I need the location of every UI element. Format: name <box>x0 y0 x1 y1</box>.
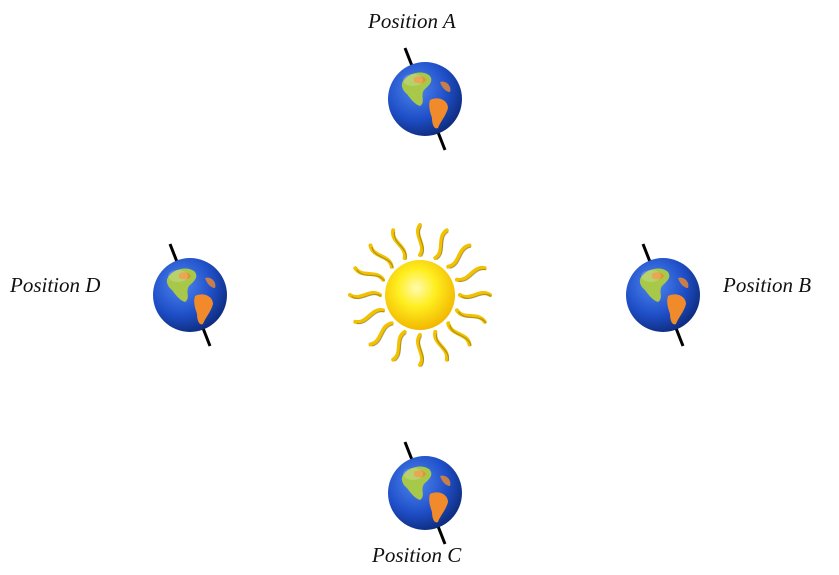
sun-ray-shadow <box>457 311 487 324</box>
position-a-label: Position A <box>368 9 456 33</box>
earth-landmass <box>429 492 448 523</box>
sun-ray-shadow <box>436 333 450 362</box>
earth-landmass <box>194 294 213 325</box>
sun-ray <box>454 266 487 282</box>
sun-ray <box>458 291 492 299</box>
earth-globe-icon <box>626 243 700 347</box>
earth-landmass <box>678 277 689 288</box>
position-c-label: Position C <box>372 543 462 567</box>
earth-ocean <box>388 456 462 530</box>
sun-ray-shadow <box>418 336 425 367</box>
earth-landmass <box>414 470 426 478</box>
position-b-label: Position B <box>723 273 812 297</box>
sun-ray <box>353 266 386 282</box>
earth-ocean <box>388 62 462 136</box>
sun-ray-shadow <box>371 324 394 347</box>
sun-ray <box>416 223 424 257</box>
earth-highlight <box>641 270 661 282</box>
sun-ray <box>368 243 394 269</box>
earth-landmass <box>205 277 216 288</box>
earth-globe-icon <box>388 441 462 545</box>
sun-ray-shadow <box>356 269 386 282</box>
sun-ray-shadow <box>371 246 394 269</box>
sun-ray <box>348 291 382 299</box>
earth-landmass <box>667 294 686 325</box>
sun-ray <box>391 329 407 362</box>
sun-ray-shadow <box>351 293 382 300</box>
position-d-label: Position D <box>10 273 101 297</box>
sun-ray-shadow <box>461 293 492 300</box>
sun-ray <box>353 308 386 324</box>
sun-ray <box>368 321 394 347</box>
earth-landmass <box>414 76 426 84</box>
sun-icon <box>348 223 492 367</box>
earth-highlight <box>403 468 423 480</box>
earth-landmass <box>652 272 664 280</box>
earth-landmass <box>440 81 451 92</box>
earth-highlight <box>403 74 423 86</box>
earth-landmass <box>179 272 191 280</box>
sun-ray-shadow <box>449 324 472 347</box>
earth-highlight <box>168 270 188 282</box>
sun-core <box>385 260 455 330</box>
earth-ocean <box>153 258 227 332</box>
sun-ray-shadow <box>394 332 407 362</box>
sun-ray <box>416 333 424 367</box>
sun-ray-shadow <box>449 246 472 269</box>
sun-ray-shadow <box>436 231 449 261</box>
sun-ray <box>454 308 487 324</box>
earth-landmass <box>429 98 448 129</box>
sun-ray-shadow <box>393 231 407 260</box>
sun-ray <box>446 321 472 347</box>
earth-landmass <box>440 475 451 486</box>
sun-ray-shadow <box>356 311 385 325</box>
sun-ray-shadow <box>418 226 425 257</box>
sun-ray <box>446 243 472 269</box>
earth-ocean <box>626 258 700 332</box>
sun-ray-shadow <box>458 268 487 282</box>
earth-globe-icon <box>153 243 227 347</box>
earth-globe-icon <box>388 47 462 151</box>
sun-rays <box>348 223 492 367</box>
sun-ray <box>433 228 449 261</box>
